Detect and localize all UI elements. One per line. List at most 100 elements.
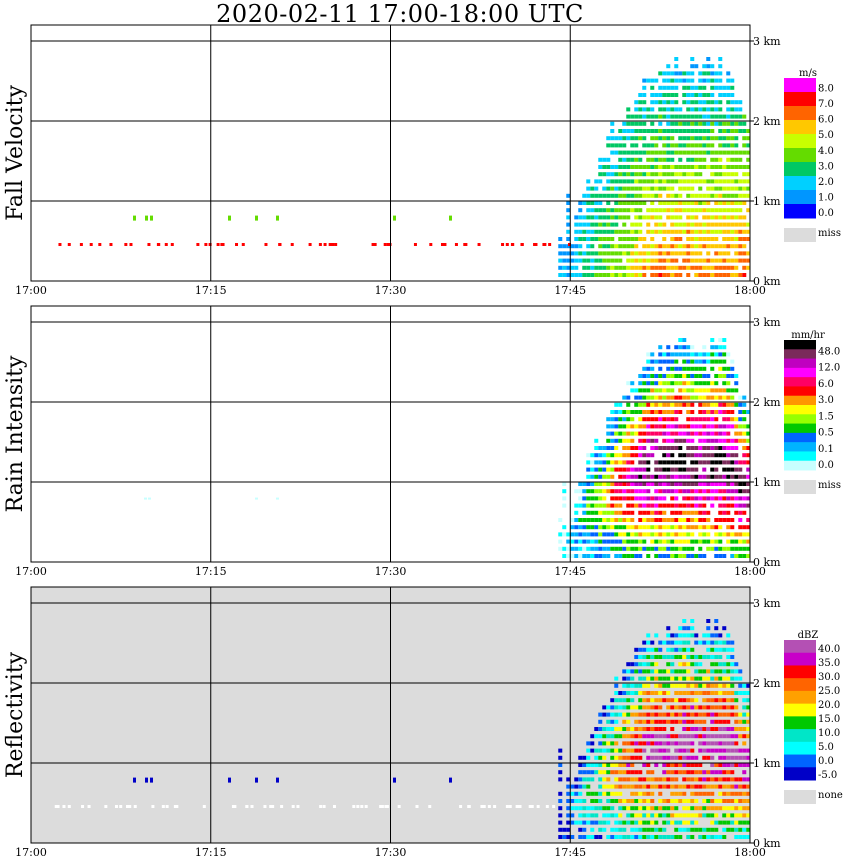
echo-cell (710, 85, 715, 90)
echo-cell (714, 121, 719, 126)
echo-cell (734, 532, 739, 537)
echo-cell (658, 806, 663, 811)
echo-cell (694, 222, 699, 227)
echo-cell (690, 554, 695, 558)
echo-cell (578, 777, 583, 782)
echo-cell (706, 446, 711, 450)
echo-cell (622, 719, 627, 724)
echo-cell (630, 727, 635, 731)
echo-cell (634, 770, 639, 775)
echo-cell (730, 496, 735, 501)
echo-cell (682, 691, 687, 695)
echo-cell (698, 100, 703, 105)
echo-cell (574, 777, 579, 782)
echo-cell (594, 489, 599, 494)
echo-cell (658, 683, 663, 688)
echo-cell (734, 482, 739, 486)
echo-cell (558, 799, 563, 803)
echo-cell (738, 186, 743, 191)
echo-cell (698, 388, 703, 393)
echo-cell (746, 532, 751, 537)
echo-cell (638, 165, 643, 169)
echo-cell (566, 791, 571, 796)
echo-cell (666, 417, 671, 422)
echo-cell (558, 806, 563, 811)
echo-cell (710, 539, 715, 544)
echo-cell (710, 820, 715, 825)
echo-cell (610, 539, 615, 544)
echo-cell (690, 784, 695, 789)
y-axis-title: Fall Velocity (3, 85, 28, 221)
echo-cell (574, 510, 579, 515)
echo-cell (674, 402, 679, 407)
echo-cell (566, 532, 571, 537)
echo-cell (674, 734, 679, 739)
echo-cell (578, 525, 583, 530)
echo-cell (578, 237, 583, 241)
echo-cell (734, 402, 739, 407)
echo-cell (674, 546, 679, 551)
echo-cell (698, 691, 703, 695)
echo-cell (726, 172, 731, 177)
echo-cell (594, 755, 599, 760)
echo-cell (726, 474, 731, 479)
echo-cell (646, 143, 651, 148)
echo-cell (642, 114, 647, 119)
echo-cell (730, 193, 735, 198)
echo-cell (694, 374, 699, 378)
echo-cell (634, 827, 639, 832)
echo-cell (686, 626, 691, 631)
echo-cell (702, 741, 707, 746)
echo-cell (694, 150, 699, 155)
echo-cell (662, 474, 667, 479)
echo-cell (742, 402, 747, 407)
echo-cell (730, 100, 735, 105)
echo-cell (638, 734, 643, 739)
echo-cell (686, 741, 691, 746)
echo-cell (602, 510, 607, 515)
echo-cell (686, 446, 691, 450)
echo-cell (614, 265, 619, 270)
echo-cell (734, 784, 739, 789)
sparse-point (530, 805, 534, 808)
echo-cell (598, 208, 603, 213)
echo-cell (630, 417, 635, 422)
echo-cell (702, 143, 707, 148)
echo-cell (726, 763, 731, 767)
echo-cell (678, 78, 683, 83)
echo-cell (670, 100, 675, 105)
echo-cell (610, 229, 615, 234)
echo-cell (690, 460, 695, 465)
echo-cell (610, 258, 615, 263)
echo-cell (742, 763, 747, 767)
echo-cell (578, 222, 583, 227)
echo-cell (702, 244, 707, 249)
echo-cell (702, 64, 707, 69)
echo-cell (690, 150, 695, 155)
echo-cell (722, 683, 727, 688)
echo-cell (670, 107, 675, 112)
echo-cell (666, 640, 671, 645)
echo-cell (706, 698, 711, 703)
echo-cell (654, 510, 659, 515)
echo-cell (606, 467, 611, 472)
echo-cell (650, 640, 655, 645)
echo-cell (682, 791, 687, 796)
echo-cell (638, 539, 643, 544)
echo-cell (738, 258, 743, 263)
echo-cell (626, 431, 631, 436)
echo-cell (742, 446, 747, 450)
echo-cell (618, 496, 623, 501)
echo-cell (646, 755, 651, 760)
echo-cell (606, 186, 611, 191)
sparse-point (459, 805, 463, 808)
echo-cell (722, 258, 727, 263)
echo-cell (694, 431, 699, 436)
echo-cell (622, 539, 627, 544)
echo-cell (694, 237, 699, 241)
echo-cell (618, 157, 623, 162)
echo-cell (718, 482, 723, 486)
echo-cell (654, 114, 659, 119)
echo-cell (570, 258, 575, 263)
